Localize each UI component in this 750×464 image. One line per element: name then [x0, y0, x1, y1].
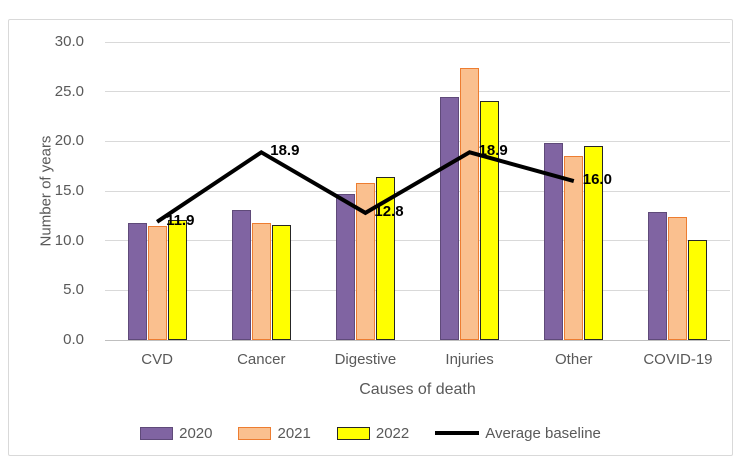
bar-2022-cvd [167, 219, 187, 340]
bar-2022-cancer [271, 224, 291, 340]
category-label-cancer: Cancer [237, 351, 286, 368]
bar-2022-covid-19 [688, 239, 708, 340]
average-baseline-line [155, 149, 575, 224]
legend-item-2021: 2021 [238, 424, 311, 442]
y-tick-label: 25.0 [54, 82, 84, 100]
y-tick-label: 15.0 [54, 182, 84, 199]
category-label-cvd: CVD [141, 351, 173, 368]
category-label-other: Other [555, 351, 593, 368]
y-tick-label: 10.0 [54, 231, 84, 249]
bar-2020-cvd [127, 222, 147, 340]
bar-2022-digestive [375, 177, 395, 340]
y-tick-label: 0.0 [63, 331, 84, 348]
bar-2021-covid-19 [668, 216, 688, 340]
plot-area [105, 41, 730, 341]
y-tick-label: 5.0 [63, 281, 84, 299]
bar-2021-cancer [251, 222, 271, 340]
legend-label: Average baseline [485, 424, 601, 442]
bar-2021-digestive [355, 183, 375, 340]
legend-label: 2022 [375, 424, 410, 442]
bar-2020-cancer [231, 209, 251, 340]
bar-2020-digestive [335, 193, 355, 340]
legend: 2020 2021 2022 Average baseline [8, 423, 733, 443]
bar-2020-injuries [440, 96, 460, 340]
x-axis-line [105, 339, 730, 341]
category-label-digestive: Digestive [334, 351, 397, 368]
x-axis-category-labels: CVD Cancer Digestive Injuries Other COVID-19 [105, 351, 730, 368]
legend-item-2020: 2020 [140, 425, 212, 442]
y-tick-label: 20.0 [54, 132, 84, 150]
bar-2020-other [544, 143, 564, 340]
baseline-data-label: 18.9 [270, 142, 300, 160]
category-label-covid-19: COVID-19 [643, 351, 713, 368]
legend-item-2022: 2022 [336, 424, 410, 442]
bar-2020-covid-19 [648, 211, 668, 340]
baseline-data-label: 16.0 [582, 171, 612, 189]
legend-item-average-baseline: Average baseline [435, 425, 601, 442]
gridline [105, 41, 730, 43]
gridline [105, 190, 730, 192]
category-label-injuries: Injuries [445, 351, 494, 368]
gridline [105, 91, 730, 93]
bar-2021-injuries [460, 67, 480, 340]
legend-swatch-2020 [140, 426, 174, 440]
legend-label: 2020 [179, 424, 213, 442]
y-tick-label: 30.0 [54, 33, 84, 50]
bar-2022-other [584, 146, 604, 340]
gridline [105, 140, 730, 142]
baseline-data-label: 18.9 [478, 142, 508, 160]
baseline-data-label: 11.9 [166, 211, 195, 229]
baseline-data-label: 12.8 [374, 202, 404, 220]
gridline [105, 240, 730, 242]
bar-2021-other [564, 156, 584, 340]
x-axis-title: Causes of death [359, 381, 476, 398]
legend-swatch-2022 [336, 426, 370, 440]
bar-2021-cvd [147, 225, 167, 340]
legend-label: 2021 [277, 424, 311, 442]
gridline [105, 289, 730, 291]
legend-line-swatch [435, 431, 480, 435]
legend-swatch-2021 [238, 426, 272, 440]
